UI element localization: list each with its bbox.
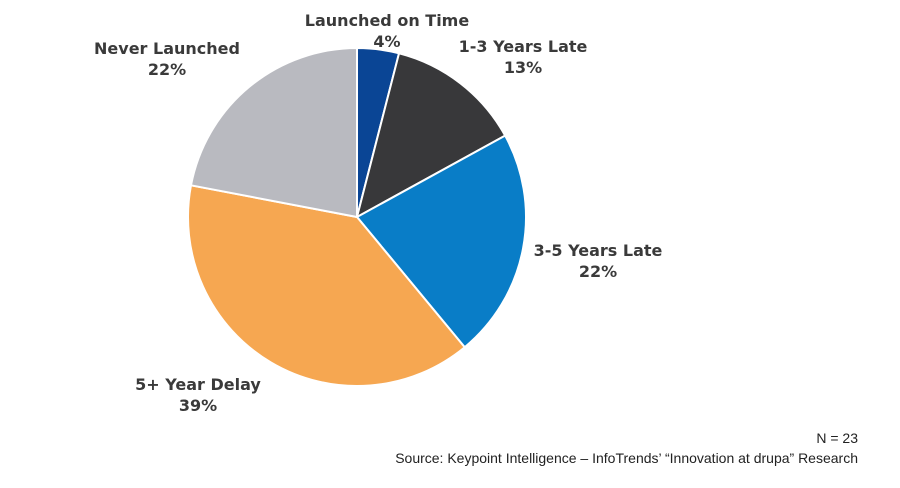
- slice-label: 1-3 Years Late: [459, 37, 588, 56]
- pie-slice-never-launched: [189, 47, 358, 218]
- chart-footer: N = 23 Source: Keypoint Intelligence – I…: [395, 428, 858, 468]
- slice-label: 5+ Year Delay: [135, 375, 261, 394]
- slice-label: Launched on Time: [305, 11, 470, 30]
- slice-percent-label: 13%: [504, 58, 542, 77]
- slice-label: Never Launched: [94, 39, 240, 58]
- slice-percent-label: 39%: [179, 396, 217, 415]
- pie-slices: [186, 47, 528, 388]
- source-note: Source: Keypoint Intelligence – InfoTren…: [395, 450, 858, 466]
- pie-labels: Launched on Time 4% 1-3 Years Late 13% 3-5 Y…: [94, 11, 662, 415]
- pie-slice-3-5-years-late: [356, 134, 528, 349]
- pie-slice-5-year-delay: [186, 184, 466, 388]
- slice-percent-label: 22%: [148, 60, 186, 79]
- pie-slice-1-3-years-late: [356, 52, 507, 218]
- sample-size-note: N = 23: [816, 430, 858, 446]
- slice-percent-label: 4%: [373, 32, 400, 51]
- slice-percent-label: 22%: [579, 262, 617, 281]
- slice-label: 3-5 Years Late: [534, 241, 663, 260]
